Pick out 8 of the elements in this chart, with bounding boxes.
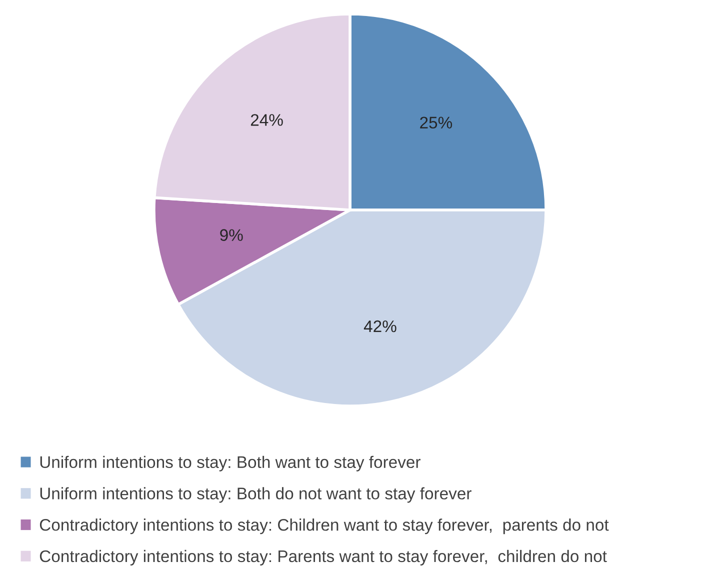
data-label: 42% — [364, 320, 396, 332]
legend-label: Contradictory intentions to stay: Children want to stay forever, parents do not — [40, 518, 609, 534]
legend-label: Uniform intentions to stay: Both do not want to stay forever — [40, 487, 472, 503]
data-label: 24% — [250, 114, 283, 126]
data-label: 9% — [220, 229, 243, 241]
data-label: 25% — [420, 116, 452, 129]
legend-label: Uniform intentions to stay: Both want to stay forever — [40, 456, 420, 472]
legend-label: Contradictory intentions to stay: Parents want to stay forever, children do not — [40, 550, 607, 566]
